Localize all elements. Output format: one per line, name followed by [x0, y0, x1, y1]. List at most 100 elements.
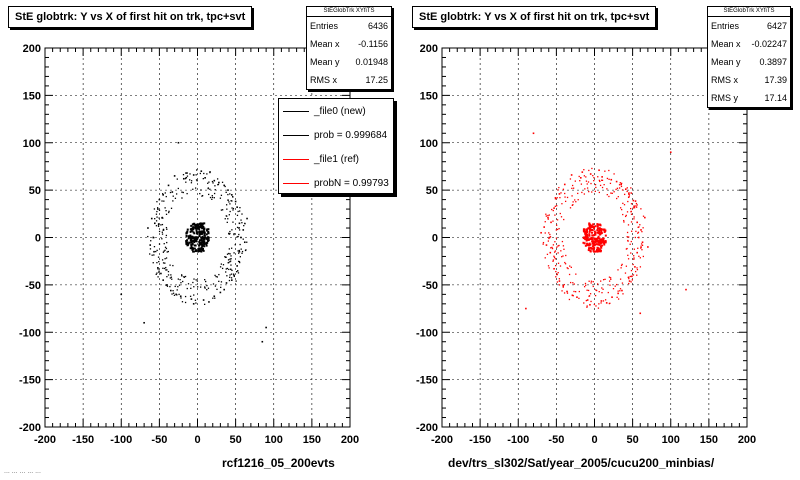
x-tick-label: -150	[469, 434, 491, 446]
data-point-core	[201, 240, 204, 243]
data-point-ring	[170, 207, 173, 209]
data-point-core	[586, 231, 589, 234]
data-point-ring	[225, 191, 227, 194]
data-point-ring	[586, 289, 588, 291]
data-point-ring	[636, 206, 638, 208]
data-point-ring	[158, 270, 160, 272]
data-point-core	[202, 247, 205, 250]
data-point-ring	[639, 224, 641, 226]
data-point-ring	[164, 246, 167, 248]
legend-item: _file1 (ref)	[279, 147, 393, 171]
data-point-ring	[598, 191, 600, 194]
data-point-ring	[225, 268, 227, 270]
data-point-ring	[641, 249, 643, 251]
data-point-ring	[557, 271, 559, 274]
data-point	[231, 279, 233, 281]
data-point-core	[200, 236, 203, 239]
data-point-core	[195, 240, 198, 243]
data-point-ring	[169, 264, 171, 266]
data-point-ring	[630, 213, 633, 215]
data-point	[549, 251, 552, 254]
data-point-ring	[633, 207, 636, 209]
data-point-ring	[199, 286, 202, 288]
data-point-core	[201, 232, 204, 235]
y-tick-label: 100	[23, 138, 41, 150]
data-point-ring	[212, 182, 214, 184]
data-point-core	[596, 249, 599, 252]
data-point-ring	[179, 278, 181, 281]
data-point-ring	[237, 210, 239, 213]
data-point-ring	[594, 190, 596, 192]
data-point-core	[190, 238, 193, 241]
data-point-ring	[172, 292, 175, 294]
data-point-ring	[204, 287, 206, 289]
data-point-ring	[172, 264, 174, 267]
data-point-ring	[177, 286, 179, 288]
y-tick-label: 150	[420, 90, 438, 102]
data-point	[621, 289, 623, 292]
data-point-ring	[228, 261, 230, 264]
data-point-ring	[238, 260, 241, 263]
data-point-ring	[571, 184, 574, 187]
data-point-ring	[577, 199, 579, 201]
data-point-ring	[610, 192, 612, 194]
data-point-ring	[228, 214, 230, 216]
data-point-ring	[630, 252, 632, 254]
data-point-ring	[592, 281, 594, 283]
data-point-ring	[158, 217, 160, 219]
x-tick-label: 150	[700, 434, 718, 446]
data-point-ring	[554, 250, 557, 252]
data-point-core	[188, 235, 191, 238]
data-point-ring	[575, 201, 577, 203]
data-point-ring	[220, 209, 223, 211]
data-point-ring	[637, 247, 639, 249]
data-point-ring	[219, 266, 222, 268]
left-stats-row: RMS x 17.25	[310, 75, 388, 85]
data-point-core	[186, 230, 189, 233]
data-point-core	[195, 229, 198, 232]
right-stats-row: RMS x 17.39	[711, 75, 787, 85]
data-point-ring	[239, 256, 241, 258]
data-point-ring	[621, 282, 624, 284]
data-point-ring	[158, 260, 160, 263]
data-point	[628, 193, 630, 195]
data-point-core	[599, 242, 602, 245]
data-point-ring	[630, 221, 633, 223]
data-point-ring	[150, 240, 152, 242]
data-point-ring	[228, 252, 230, 255]
data-point-ring	[545, 215, 547, 217]
y-tick-label: -200	[416, 422, 438, 434]
data-point-ring	[216, 178, 219, 180]
data-point-core	[195, 227, 198, 230]
data-point-core	[194, 239, 197, 242]
data-point-ring	[641, 230, 643, 233]
data-point	[579, 177, 582, 179]
data-point-ring	[585, 284, 587, 286]
data-point-ring	[204, 279, 206, 281]
data-point-ring	[195, 302, 197, 304]
data-point-core	[203, 228, 206, 231]
data-point	[543, 226, 545, 228]
data-point-ring	[155, 273, 157, 276]
data-point-ring	[606, 177, 609, 180]
data-point-core	[185, 243, 188, 246]
data-point-ring	[192, 188, 194, 190]
data-point-ring	[218, 280, 220, 283]
data-point-ring	[177, 187, 179, 190]
data-point-core	[190, 229, 193, 232]
data-point-core	[603, 241, 606, 244]
data-point-ring	[167, 274, 170, 276]
data-point-core	[593, 230, 596, 233]
data-point-ring	[184, 275, 187, 278]
data-point-core	[200, 248, 203, 251]
data-point-ring	[551, 246, 553, 249]
data-point-ring	[554, 241, 556, 243]
data-point	[571, 294, 574, 297]
data-point-ring	[147, 235, 149, 238]
data-point	[143, 321, 145, 324]
y-tick-label: 50	[29, 185, 41, 197]
data-point-ring	[552, 260, 554, 262]
data-point-ring	[554, 214, 556, 216]
data-point-core	[601, 244, 604, 247]
data-point-core	[200, 239, 203, 242]
